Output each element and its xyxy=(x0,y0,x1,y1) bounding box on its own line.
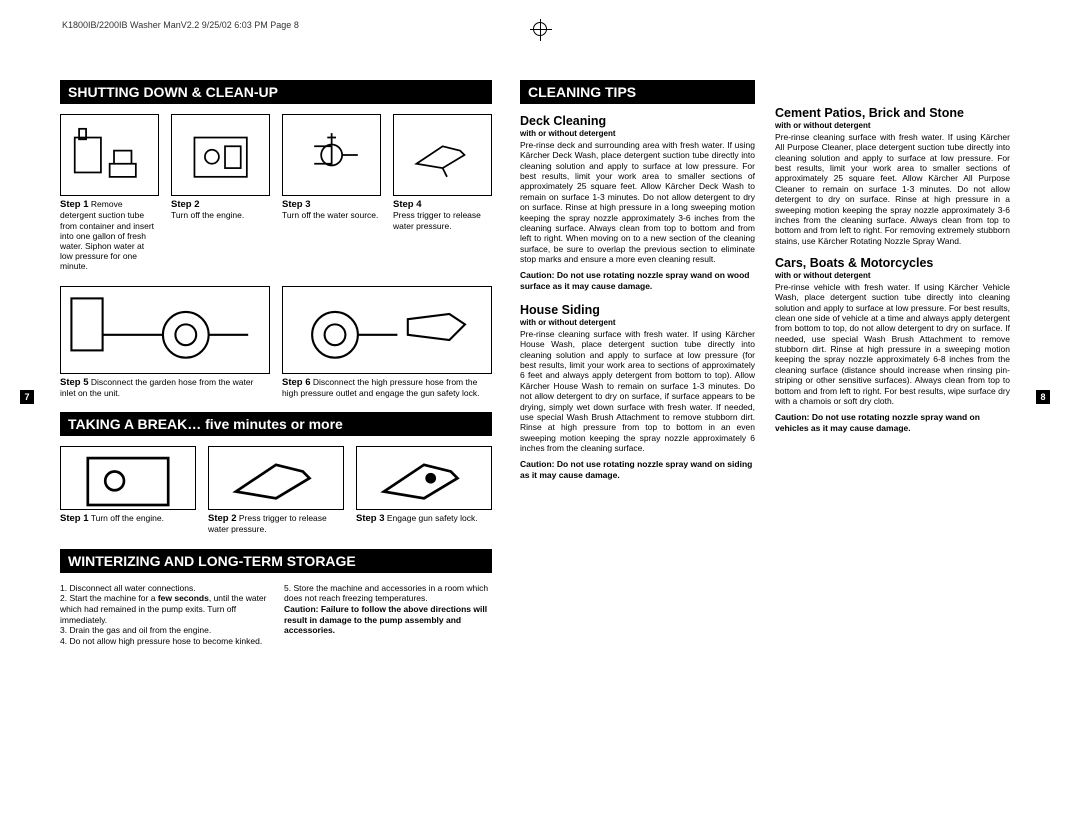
winter-col-2: 5. Store the machine and accessories in … xyxy=(284,583,492,647)
tips-deck: Deck Cleaning with or without detergent … xyxy=(520,114,755,291)
page-number-left: 7 xyxy=(20,390,34,404)
shutdown-step-6: Step 6 Disconnect the high pressure hose… xyxy=(282,286,492,399)
registration-mark xyxy=(533,22,547,36)
section-break: TAKING A BREAK… five minutes or more xyxy=(60,412,492,436)
break-step-2: Step 2 Press trigger to release water pr… xyxy=(208,446,344,535)
shutdown-step-4: Step 4Press trigger to release water pre… xyxy=(393,114,492,272)
tips-cement: Cement Patios, Brick and Stone with or w… xyxy=(775,106,1010,246)
left-column: 7 SHUTTING DOWN & CLEAN-UP Step 1 Remove… xyxy=(60,80,492,646)
tips-cars: Cars, Boats & Motorcycles with or withou… xyxy=(775,256,1010,433)
break-step-3: Step 3 Engage gun safety lock. xyxy=(356,446,492,535)
page-number-right: 8 xyxy=(1036,390,1050,404)
section-tips: CLEANING TIPS xyxy=(520,80,755,104)
right-column: 8 CLEANING TIPS Deck Cleaning with or wi… xyxy=(520,80,1010,646)
shutdown-step-3: Step 3Turn off the water source. xyxy=(282,114,381,272)
section-winter: WINTERIZING AND LONG-TERM STORAGE xyxy=(60,549,492,573)
shutdown-step-5: Step 5 Disconnect the garden hose from t… xyxy=(60,286,270,399)
tips-house: House Siding with or without detergent P… xyxy=(520,303,755,480)
break-step-1: Step 1 Turn off the engine. xyxy=(60,446,196,535)
shutdown-step-1: Step 1 Remove detergent suction tube fro… xyxy=(60,114,159,272)
winter-col-1: 1. Disconnect all water connections.2. S… xyxy=(60,583,268,647)
shutdown-step-2: Step 2Turn off the engine. xyxy=(171,114,270,272)
section-shutdown: SHUTTING DOWN & CLEAN-UP xyxy=(60,80,492,104)
